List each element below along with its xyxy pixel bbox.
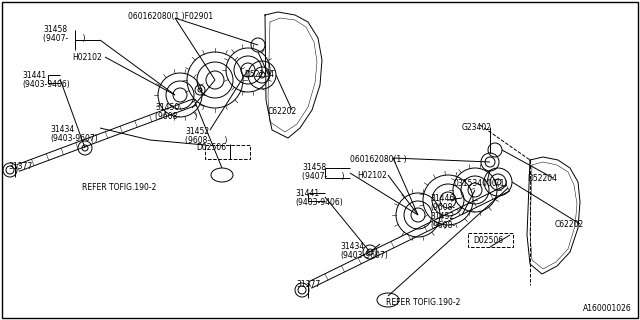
Text: D52204: D52204	[527, 174, 557, 183]
Text: D52204: D52204	[244, 70, 274, 79]
Text: 31434: 31434	[50, 125, 74, 134]
Text: 31458: 31458	[302, 163, 326, 172]
Text: 31377: 31377	[8, 162, 32, 171]
Text: 31452: 31452	[430, 212, 454, 221]
Bar	[468, 233, 513, 247]
Text: REFER TOFIG.190-2: REFER TOFIG.190-2	[386, 298, 460, 307]
Text: 31450: 31450	[155, 103, 179, 112]
Text: 31446: 31446	[430, 194, 454, 203]
Text: (9608-: (9608-	[430, 203, 455, 212]
Text: REFER TOFIG.190-2: REFER TOFIG.190-2	[82, 183, 156, 192]
Text: 31434: 31434	[340, 242, 364, 251]
Text: (9403-9607): (9403-9607)	[50, 134, 98, 143]
Text: 060162080(1 )F02901: 060162080(1 )F02901	[128, 12, 213, 21]
Text: (9608-: (9608-	[430, 221, 455, 230]
Text: (9608-      ): (9608- )	[155, 112, 197, 121]
Text: (9608-      ): (9608- )	[185, 136, 227, 145]
Text: (9403-9607): (9403-9607)	[340, 251, 388, 260]
Text: (9407-      ): (9407- )	[302, 172, 344, 181]
Text: C62202: C62202	[268, 107, 297, 116]
Text: 31441: 31441	[22, 71, 46, 80]
Text: 060162080(1 ): 060162080(1 )	[350, 155, 406, 164]
Text: D02506: D02506	[196, 143, 226, 152]
Text: 31377: 31377	[296, 280, 320, 289]
Text: G23402: G23402	[462, 123, 492, 132]
Text: 031534000(1): 031534000(1)	[453, 179, 508, 188]
Text: H02102: H02102	[357, 171, 387, 180]
Bar	[205, 145, 250, 159]
Text: H02102: H02102	[72, 53, 102, 62]
Text: 31458: 31458	[43, 25, 67, 34]
Text: (9403-9406): (9403-9406)	[295, 198, 343, 207]
Text: 31441: 31441	[295, 189, 319, 198]
Text: A160001026: A160001026	[583, 304, 632, 313]
Text: (9403-9406): (9403-9406)	[22, 80, 70, 89]
Text: (9407-      ): (9407- )	[43, 34, 86, 43]
Text: C62202: C62202	[555, 220, 584, 229]
Text: 31452: 31452	[185, 127, 209, 136]
Text: D02506: D02506	[473, 236, 503, 245]
